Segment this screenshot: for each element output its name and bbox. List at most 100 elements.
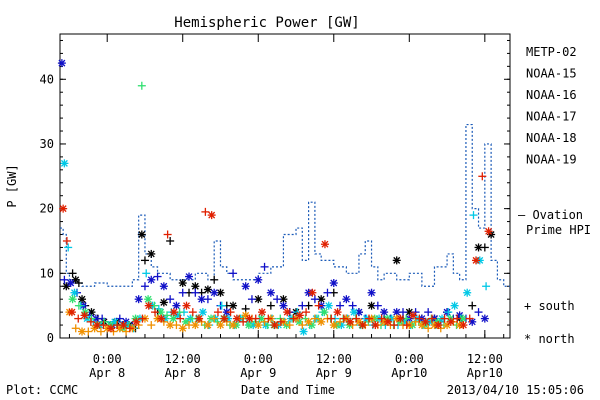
data-point-north <box>220 314 229 323</box>
star-d2 <box>204 321 212 329</box>
star-d2 <box>368 289 375 297</box>
data-point-south <box>125 324 134 333</box>
x-tick-label-date: Apr10 <box>391 366 427 380</box>
data-point-south <box>166 236 175 245</box>
data-point-south <box>84 327 93 336</box>
data-point-south <box>147 321 156 330</box>
data-point-north <box>68 295 77 304</box>
star-d2 <box>179 324 187 332</box>
x-tick-label-date: Apr10 <box>467 366 503 380</box>
star-d2 <box>380 308 388 316</box>
star-d2 <box>422 318 430 326</box>
data-point-north <box>203 285 212 294</box>
legend-entry: NOAA-17 <box>526 110 577 124</box>
star-d2 <box>397 315 404 323</box>
data-point-south <box>276 317 285 326</box>
star-d2 <box>245 321 253 329</box>
star-d2 <box>81 311 89 319</box>
star-d2 <box>182 318 190 326</box>
x-axis-label: Date and Time <box>241 383 335 397</box>
data-point-north <box>59 204 68 213</box>
data-point-north <box>258 308 267 317</box>
legend-entry: METP-02 <box>526 45 577 59</box>
star-d2 <box>468 318 476 326</box>
data-point-north <box>463 288 472 297</box>
data-point-south <box>96 327 105 336</box>
data-point-south <box>266 301 275 310</box>
data-point-north <box>450 301 459 310</box>
data-point-south <box>188 308 197 317</box>
data-point-north <box>229 301 238 310</box>
star-d2 <box>242 311 250 319</box>
star-d2 <box>233 315 241 323</box>
data-point-north <box>232 314 241 323</box>
x-tick-label-time: 0:00 <box>395 352 424 366</box>
data-point-south <box>60 275 69 284</box>
data-point-north <box>185 272 194 281</box>
data-point-south <box>210 314 219 323</box>
data-point-south <box>377 314 386 323</box>
data-point-south <box>178 288 187 297</box>
star-d2 <box>317 318 325 326</box>
star-d2 <box>283 308 291 316</box>
data-point-north <box>159 298 168 307</box>
star-d2 <box>254 295 262 303</box>
star-d2 <box>368 302 375 310</box>
star-d2 <box>279 302 287 310</box>
data-point-south <box>74 279 83 288</box>
star-d2 <box>459 321 467 329</box>
data-point-north <box>147 275 156 284</box>
data-point-south <box>352 314 361 323</box>
data-point-south <box>336 301 345 310</box>
legend-north-marker: * north <box>524 332 575 346</box>
data-point-north <box>446 317 455 326</box>
data-point-south <box>415 314 424 323</box>
star-d2 <box>317 295 325 303</box>
data-point-south <box>191 288 200 297</box>
star-d2 <box>355 308 363 316</box>
data-point-north <box>57 59 66 68</box>
star-d2 <box>78 295 86 303</box>
x-tick-label-date: Apr 8 <box>89 366 125 380</box>
star-d2 <box>229 321 237 329</box>
star-d2 <box>393 308 401 316</box>
star-d2 <box>111 318 119 326</box>
data-point-north <box>329 279 338 288</box>
data-point-south <box>172 321 181 330</box>
star-d2 <box>120 321 128 329</box>
data-point-south <box>260 262 269 271</box>
data-point-north <box>245 314 254 323</box>
data-point-north <box>392 256 401 265</box>
data-point-south <box>153 272 162 281</box>
data-point-south <box>468 301 477 310</box>
star-d2 <box>172 302 180 310</box>
star-d2 <box>72 276 80 284</box>
data-point-south <box>465 314 474 323</box>
ovation-hpi-line <box>60 123 510 287</box>
star-d2 <box>229 302 237 310</box>
data-point-south <box>440 314 449 323</box>
data-point-south <box>64 243 73 252</box>
data-point-north <box>367 288 376 297</box>
y-axis-ticks: 0 10 20 30 40 <box>40 39 510 345</box>
data-point-north <box>380 308 389 317</box>
star-d2 <box>78 328 86 335</box>
data-point-north <box>203 321 212 330</box>
legend-south-marker: + south <box>524 299 575 313</box>
star-d2 <box>217 321 224 329</box>
star-d2 <box>62 282 70 290</box>
legend: METP-02 NOAA-15 NOAA-16 NOAA-17 NOAA-18 NOAA-… <box>518 45 591 346</box>
star-d2 <box>320 308 328 316</box>
star-d2 <box>147 250 155 258</box>
star-d2 <box>346 318 354 326</box>
star-d2 <box>160 298 168 306</box>
data-point-north <box>324 301 333 310</box>
data-point-north <box>304 317 313 326</box>
y-tick-label: 20 <box>40 202 54 216</box>
data-point-north <box>132 317 141 326</box>
data-point-north <box>137 230 146 239</box>
data-point-north <box>60 159 69 168</box>
data-point-north <box>70 288 79 297</box>
data-point-north <box>172 301 181 310</box>
data-point-south <box>151 308 160 317</box>
